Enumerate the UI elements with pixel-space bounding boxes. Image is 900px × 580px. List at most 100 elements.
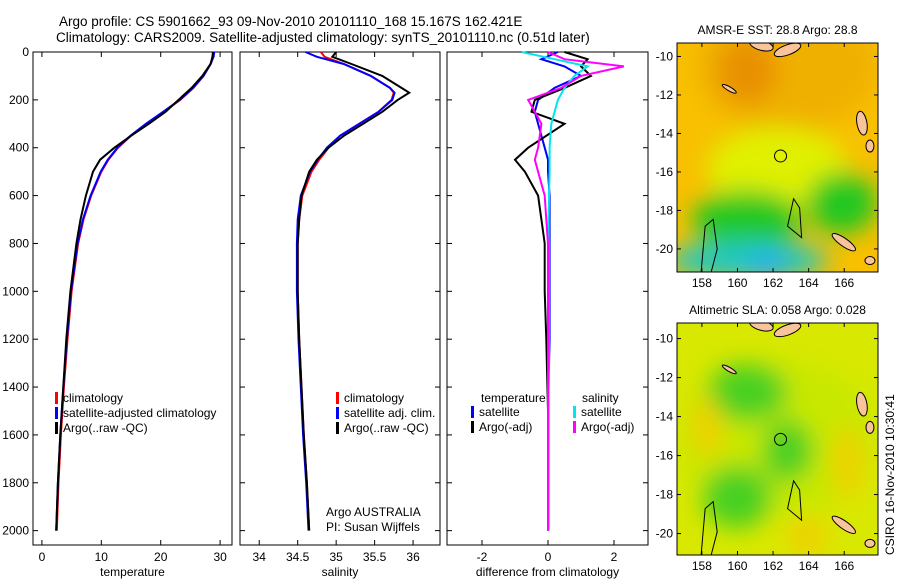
sla-map-panel: Altimetric SLA: 0.058 Argo: 0.028 158 160 1… bbox=[656, 303, 879, 573]
lat-tick-label: -18 bbox=[656, 488, 674, 502]
lat-tick-label: -16 bbox=[656, 449, 674, 463]
field-blob bbox=[806, 172, 877, 235]
y-tick-label: 1600 bbox=[2, 428, 29, 442]
reef-contour bbox=[786, 197, 803, 239]
lon-tick-label: 162 bbox=[763, 559, 783, 573]
lon-tick-label: 158 bbox=[692, 276, 712, 290]
y-tick-label: 0 bbox=[22, 45, 29, 59]
annotation-argo-australia: Argo AUSTRALIA bbox=[326, 505, 421, 519]
island bbox=[749, 323, 774, 332]
title-line-1: Argo profile: CS 5901662_93 09-Nov-2010 … bbox=[59, 14, 523, 29]
lon-tick-label: 160 bbox=[727, 559, 747, 573]
y-tick-label: 1400 bbox=[2, 380, 29, 394]
legend-swatch bbox=[55, 422, 58, 434]
y-tick-label: 2000 bbox=[2, 524, 29, 538]
lat-tick-label: -16 bbox=[656, 165, 674, 179]
lon-tick-label: 164 bbox=[799, 559, 819, 573]
lat-tick-label: -20 bbox=[656, 242, 674, 256]
map-frame bbox=[676, 322, 879, 556]
island bbox=[721, 364, 737, 375]
x-axis-label: temperature bbox=[100, 565, 165, 579]
y-tick-label: 1000 bbox=[2, 284, 29, 298]
lat-tick-label: -12 bbox=[656, 88, 674, 102]
field-blob bbox=[707, 363, 788, 422]
sst-map-panel: AMSR-E SST: 28.8 Argo: 28.8 158 160 162 164 1… bbox=[656, 23, 879, 290]
field-blob bbox=[692, 396, 723, 459]
legend-label: climatology bbox=[63, 391, 123, 405]
legend-label: Argo(..raw -QC) bbox=[63, 421, 148, 435]
y-tick-label: 400 bbox=[9, 141, 29, 155]
legend-heading-salinity: salinity bbox=[582, 391, 619, 405]
legend-label: Argo(..raw -QC) bbox=[344, 421, 429, 435]
field-blob bbox=[747, 250, 788, 272]
legend-swatch bbox=[573, 421, 576, 433]
map-title: Altimetric SLA: 0.058 Argo: 0.028 bbox=[689, 303, 866, 317]
lon-tick-label: 164 bbox=[799, 276, 819, 290]
y-tick-label: 1800 bbox=[2, 476, 29, 490]
lon-tick-label: 166 bbox=[834, 276, 854, 290]
map-color-field bbox=[677, 43, 878, 272]
lat-tick-label: -20 bbox=[656, 527, 674, 541]
x-tick-label: 35 bbox=[329, 550, 343, 564]
island bbox=[864, 538, 876, 548]
series-line-argo-raw-qc- bbox=[55, 51, 214, 531]
map-color-field bbox=[677, 361, 878, 555]
field-blob bbox=[677, 241, 828, 272]
legend-swatch bbox=[336, 422, 339, 434]
legend-swatch bbox=[336, 407, 339, 419]
reef-contour bbox=[700, 500, 718, 555]
x-tick-label: 34.5 bbox=[286, 550, 310, 564]
legend-label: climatology bbox=[344, 391, 404, 405]
x-tick-label: -2 bbox=[477, 550, 488, 564]
lat-tick-label: -18 bbox=[656, 203, 674, 217]
legend-label: satellite bbox=[581, 405, 622, 419]
island bbox=[865, 420, 875, 434]
series-line-salinity-argo-adj- bbox=[526, 51, 625, 531]
lon-tick-label: 166 bbox=[834, 559, 854, 573]
y-tick-label: 600 bbox=[9, 189, 29, 203]
title-line-2: Climatology: CARS2009. Satellite-adjuste… bbox=[56, 30, 590, 45]
lat-tick-label: -12 bbox=[656, 371, 674, 385]
island bbox=[864, 256, 876, 266]
legend-label: satellite-adjusted climatology bbox=[63, 406, 216, 420]
y-tick-label: 200 bbox=[9, 93, 29, 107]
x-tick-label: 36 bbox=[406, 550, 420, 564]
x-tick-label: 0 bbox=[39, 550, 46, 564]
x-tick-label: 30 bbox=[213, 550, 227, 564]
island bbox=[773, 43, 802, 58]
x-tick-label: 10 bbox=[95, 550, 109, 564]
island bbox=[831, 233, 857, 252]
island bbox=[749, 43, 774, 52]
argo-location-marker bbox=[774, 432, 788, 446]
x-axis-label: difference from climatology bbox=[476, 565, 619, 579]
field-blob bbox=[762, 419, 813, 482]
map-field bbox=[677, 323, 878, 555]
lat-tick-label: -14 bbox=[656, 410, 674, 424]
argo-location-marker bbox=[774, 149, 788, 163]
axes-frame bbox=[32, 51, 233, 546]
reef-contour bbox=[786, 479, 803, 522]
field-blob bbox=[832, 425, 863, 500]
footer-timestamp: CSIRO 16-Nov-2010 10:30:41 bbox=[883, 394, 897, 555]
legend-label: satellite bbox=[479, 405, 520, 419]
field-blob bbox=[702, 465, 773, 529]
legend-swatch bbox=[55, 392, 58, 404]
legend-swatch bbox=[471, 421, 474, 433]
lon-tick-label: 160 bbox=[727, 276, 747, 290]
series-line-argo-raw-qc- bbox=[296, 51, 412, 531]
field-blob bbox=[787, 516, 828, 555]
x-tick-label: 34 bbox=[253, 550, 267, 564]
y-tick-label: 800 bbox=[9, 236, 29, 250]
legend-heading-temperature: temperature bbox=[481, 391, 546, 405]
legend-label: Argo(-adj) bbox=[581, 420, 634, 434]
field-blob bbox=[692, 190, 803, 248]
island bbox=[721, 83, 737, 94]
lat-tick-label: -10 bbox=[656, 332, 674, 346]
island bbox=[856, 110, 868, 136]
x-tick-label: 2 bbox=[611, 550, 618, 564]
lon-tick-label: 158 bbox=[692, 559, 712, 573]
legend-swatch bbox=[336, 392, 339, 404]
